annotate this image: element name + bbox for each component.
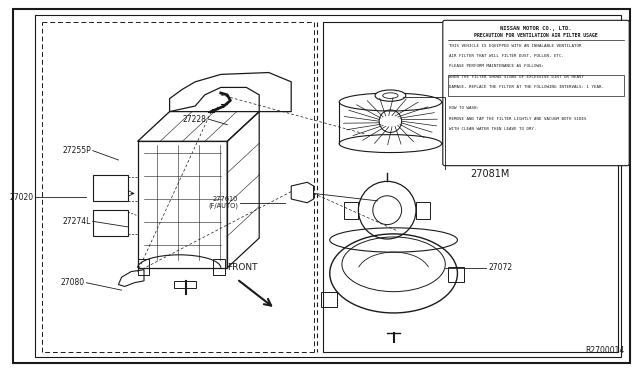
Text: 27072: 27072: [488, 263, 513, 272]
Text: 27274L: 27274L: [63, 217, 91, 226]
Bar: [174, 281, 196, 288]
Bar: [448, 75, 624, 96]
Text: REMOVE AND TAP THE FILTER LIGHTLY AND VACUUM BOTH SIDES: REMOVE AND TAP THE FILTER LIGHTLY AND VA…: [449, 117, 586, 121]
Text: 277610
(F/AUTO): 277610 (F/AUTO): [208, 196, 238, 209]
Text: 27225: 27225: [488, 148, 513, 157]
Bar: [321, 292, 337, 307]
Text: AIR FILTER THAT WILL FILTER DUST, POLLEN, ETC.: AIR FILTER THAT WILL FILTER DUST, POLLEN…: [449, 54, 564, 58]
Text: 27255P: 27255P: [62, 146, 91, 155]
Text: PLEASE PERFORM MAINTENANCE AS FOLLOWS:: PLEASE PERFORM MAINTENANCE AS FOLLOWS:: [449, 64, 544, 68]
Ellipse shape: [375, 90, 406, 101]
Text: 27081M: 27081M: [470, 169, 509, 179]
Text: THIS VEHICLE IS EQUIPPED WITH AN INHALABLE VENTILATOR: THIS VEHICLE IS EQUIPPED WITH AN INHALAB…: [449, 43, 581, 47]
Bar: [323, 22, 618, 352]
Text: R2700014: R2700014: [585, 346, 624, 355]
Bar: [416, 202, 430, 219]
Text: PRECAUTION FOR VENTILATION AIR FILTER USAGE: PRECAUTION FOR VENTILATION AIR FILTER US…: [474, 33, 598, 38]
Bar: [213, 259, 225, 275]
Text: DAMAGE, REPLACE THE FILTER AT THE FOLLOWING INTERVALS: 1 YEAR.: DAMAGE, REPLACE THE FILTER AT THE FOLLOW…: [449, 85, 604, 89]
FancyBboxPatch shape: [443, 20, 629, 166]
Bar: [449, 267, 465, 282]
Bar: [93, 210, 128, 236]
Text: NISSAN MOTOR CO., LTD.: NISSAN MOTOR CO., LTD.: [500, 26, 572, 31]
Text: WITH CLEAN WATER THEN LEAVE TO DRY.: WITH CLEAN WATER THEN LEAVE TO DRY.: [449, 127, 536, 131]
Text: WHEN THE FILTER SHOWS SIGNS OF EXCESSIVE DIRT OR HEAVY: WHEN THE FILTER SHOWS SIGNS OF EXCESSIVE…: [449, 75, 584, 79]
Bar: [138, 259, 149, 275]
Text: 27080: 27080: [60, 278, 84, 287]
Bar: [344, 202, 358, 219]
Text: FRONT: FRONT: [227, 263, 258, 272]
Text: HOW TO WASH:: HOW TO WASH:: [449, 106, 479, 110]
Bar: [93, 175, 128, 201]
Text: 27228: 27228: [182, 115, 206, 124]
Text: 27020: 27020: [9, 193, 33, 202]
